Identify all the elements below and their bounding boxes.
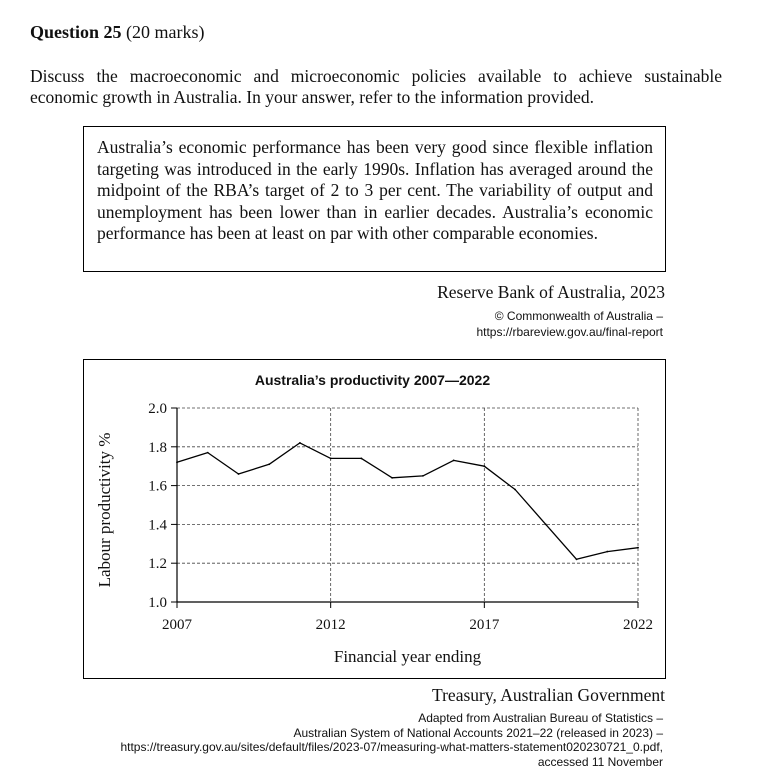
copyright-url: https://rbareview.gov.au/final-report: [476, 325, 663, 339]
copyright-line: © Commonwealth of Australia –: [494, 309, 663, 323]
y-tick-label: 1.4: [148, 517, 167, 533]
attribution-url: https://treasury.gov.au/sites/default/fi…: [120, 740, 663, 754]
y-axis-label: Labour productivity %: [95, 433, 114, 588]
data-point: [544, 523, 547, 526]
attribution-line-2: Australian System of National Accounts 2…: [293, 725, 663, 740]
chart-title: Australia’s productivity 2007—2022: [255, 372, 490, 388]
question-text: Discuss the macroeconomic and microecono…: [30, 66, 722, 107]
chart-box: Australia’s productivity 2007—2022 2.0 1.8…: [83, 359, 666, 679]
quote-text: Australia’s economic performance has bee…: [97, 137, 653, 243]
data-point: [391, 476, 394, 479]
x-axis-label: Financial year ending: [334, 647, 482, 666]
y-tick-label: 1.8: [148, 440, 167, 456]
chart-attribution: Adapted from Australian Bureau of Statis…: [23, 711, 663, 769]
question-marks: (20 marks): [126, 22, 205, 42]
series-line: [176, 442, 639, 560]
data-point: [360, 457, 363, 460]
copyright-notice: © Commonwealth of Australia – https://rb…: [263, 308, 663, 340]
data-point: [483, 465, 486, 468]
y-tick-label: 2.0: [148, 401, 167, 417]
y-tick-label: 1.6: [148, 479, 167, 495]
data-point: [268, 463, 271, 466]
question-heading: Question 25 (20 marks): [30, 22, 205, 43]
data-point: [637, 546, 639, 549]
productivity-chart: Australia’s productivity 2007—2022 2.0 1.8…: [95, 372, 653, 666]
x-tick-label: 2017: [469, 617, 500, 633]
data-point: [452, 459, 455, 462]
y-tick-label: 1.2: [148, 556, 167, 572]
data-point: [606, 550, 609, 553]
data-point: [206, 451, 209, 454]
data-point: [514, 488, 516, 491]
x-tick-label: 2007: [162, 617, 193, 633]
data-point: [421, 475, 424, 477]
question-number: Question 25: [30, 22, 122, 42]
data-point: [575, 558, 578, 561]
data-point: [176, 461, 178, 464]
x-tick-label: 2022: [623, 617, 653, 633]
x-tick-label: 2012: [316, 617, 346, 633]
data-point: [237, 473, 240, 475]
attribution-accessed: accessed 11 November: [537, 754, 663, 769]
quote-source: Reserve Bank of Australia, 2023: [437, 282, 665, 302]
attribution-line-1: Adapted from Australian Bureau of Statis…: [418, 711, 663, 725]
chart-source: Treasury, Australian Government: [432, 685, 665, 705]
quote-box: Australia’s economic performance has bee…: [83, 126, 666, 272]
data-point: [329, 457, 332, 460]
data-point: [299, 442, 301, 444]
y-tick-label: 1.0: [148, 595, 167, 611]
